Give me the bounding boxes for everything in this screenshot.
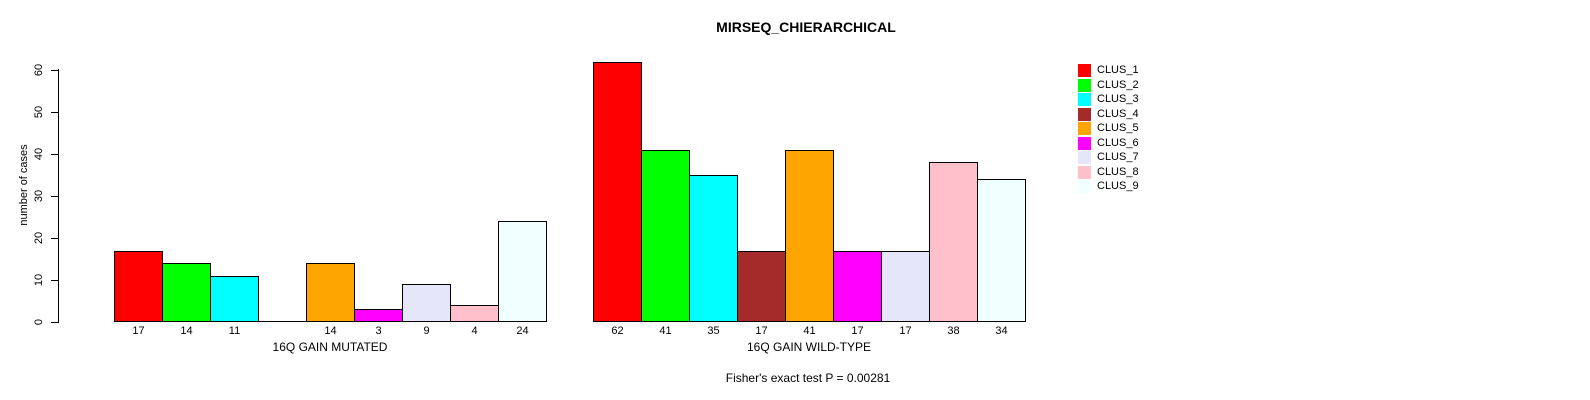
legend-swatch-clus_3 (1078, 93, 1091, 106)
legend-swatch-clus_6 (1078, 136, 1091, 150)
y-axis-tick-label: 20 (33, 231, 45, 245)
bar-value-label: 11 (228, 325, 241, 337)
bar-value-label: 14 (324, 325, 337, 337)
fisher-test-annotation: Fisher's exact test P = 0.00281 (725, 371, 891, 385)
bar-clus_6 (354, 309, 403, 322)
legend-swatch-clus_8 (1078, 165, 1091, 179)
bar-value-label: 3 (375, 325, 382, 337)
bar-clus_4 (258, 321, 307, 322)
bar-value-label: 38 (947, 325, 960, 337)
legend-label-clus_5: CLUS_5 (1097, 122, 1139, 134)
legend-label-clus_8: CLUS_8 (1097, 165, 1139, 178)
bar-clus_3 (689, 175, 738, 322)
y-axis-tick-label: 40 (33, 147, 45, 161)
y-axis-tick (51, 238, 58, 239)
legend-swatch-clus_5 (1078, 122, 1091, 135)
y-axis-tick (51, 322, 58, 323)
legend-swatch-clus_7 (1078, 151, 1091, 164)
bar-clus_9 (977, 179, 1026, 322)
bar-value-label: 62 (611, 325, 624, 337)
y-axis-tick-label: 0 (33, 318, 45, 326)
bar-clus_1 (593, 61, 642, 322)
bar-clus_7 (881, 250, 930, 322)
legend-swatch-clus_4 (1078, 107, 1091, 121)
bar-clus_3 (210, 275, 259, 322)
bar-value-label: 9 (423, 325, 430, 337)
y-axis-tick-label: 10 (33, 273, 45, 287)
bar-value-label: 17 (755, 325, 768, 337)
legend-label-clus_3: CLUS_3 (1097, 93, 1139, 105)
bar-clus_6 (833, 250, 882, 322)
bar-value-label: 17 (851, 325, 864, 337)
y-axis-tick (51, 112, 58, 113)
bar-value-label: 41 (659, 325, 672, 337)
chart-title: MIRSEQ_CHIERARCHICAL (716, 19, 896, 35)
bar-clus_1 (114, 250, 163, 322)
y-axis-tick-label: 50 (33, 105, 45, 119)
legend-label-clus_1: CLUS_1 (1097, 64, 1139, 76)
legend-swatch-clus_1 (1078, 64, 1091, 77)
legend-label-clus_2: CLUS_2 (1097, 78, 1139, 91)
bar-clus_8 (929, 162, 978, 322)
y-axis-line (58, 69, 59, 323)
y-axis-tick-label: 60 (33, 63, 45, 77)
legend-label-clus_7: CLUS_7 (1097, 151, 1139, 163)
y-axis-tick-label: 30 (33, 189, 45, 203)
bar-value-label: 17 (132, 325, 145, 337)
legend-label-clus_6: CLUS_6 (1097, 136, 1139, 149)
bar-value-label: 4 (471, 325, 478, 337)
group-axis-label: 16Q GAIN WILD-TYPE (746, 340, 872, 354)
bar-value-label: 17 (899, 325, 912, 337)
legend-swatch-clus_2 (1078, 78, 1091, 92)
group-axis-label: 16Q GAIN MUTATED (272, 340, 388, 354)
bar-value-label: 34 (995, 325, 1008, 337)
bar-value-label: 24 (516, 325, 529, 337)
legend-label-clus_4: CLUS_4 (1097, 107, 1139, 120)
bar-clus_5 (785, 149, 834, 322)
bar-value-label: 41 (803, 325, 816, 337)
bar-value-label: 35 (707, 325, 720, 337)
y-axis-label: number of cases (18, 144, 30, 226)
y-axis-tick (51, 70, 58, 71)
bar-clus_2 (641, 149, 690, 322)
bar-clus_7 (402, 284, 451, 322)
bar-clus_8 (450, 305, 499, 322)
y-axis-tick (51, 196, 58, 197)
legend-swatch-clus_9 (1078, 180, 1091, 193)
y-axis-tick (51, 154, 58, 155)
y-axis-tick (51, 280, 58, 281)
bar-clus_4 (737, 250, 786, 322)
bar-clus_5 (306, 263, 355, 322)
bar-clus_9 (498, 221, 547, 322)
bar-clus_2 (162, 263, 211, 322)
legend-label-clus_9: CLUS_9 (1097, 180, 1139, 192)
bar-value-label: 14 (180, 325, 193, 337)
